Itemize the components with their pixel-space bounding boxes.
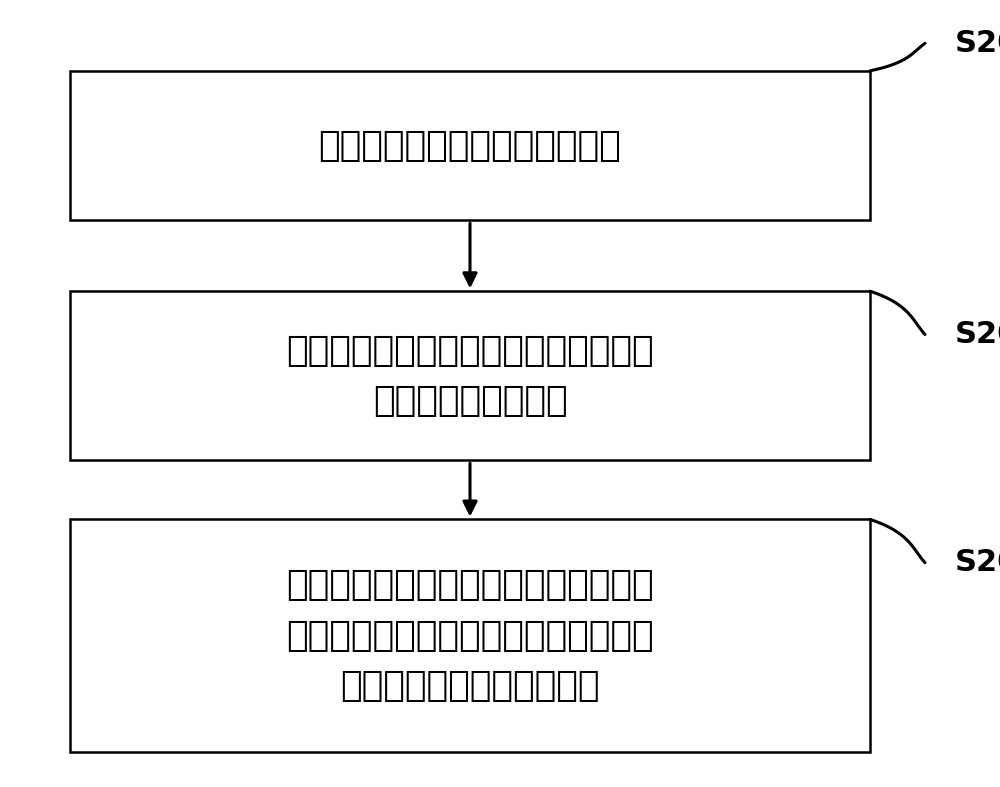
Text: 将所述待预测的日期输入所述用户规模
预测模型，得到所述资源类型对应的所
述待预测的日期的用户规模: 将所述待预测的日期输入所述用户规模 预测模型，得到所述资源类型对应的所 述待预测… — [286, 568, 654, 703]
FancyBboxPatch shape — [70, 291, 870, 460]
FancyBboxPatch shape — [70, 519, 870, 752]
Text: 根据所述资源类型选择对应的预先训练
的用户规模预测模型: 根据所述资源类型选择对应的预先训练 的用户规模预测模型 — [286, 334, 654, 418]
Text: S201: S201 — [955, 29, 1000, 57]
Text: 获取待预测的日期以及资源类型: 获取待预测的日期以及资源类型 — [319, 128, 621, 163]
Text: S202: S202 — [955, 320, 1000, 349]
Text: S203: S203 — [955, 549, 1000, 577]
FancyBboxPatch shape — [70, 71, 870, 220]
